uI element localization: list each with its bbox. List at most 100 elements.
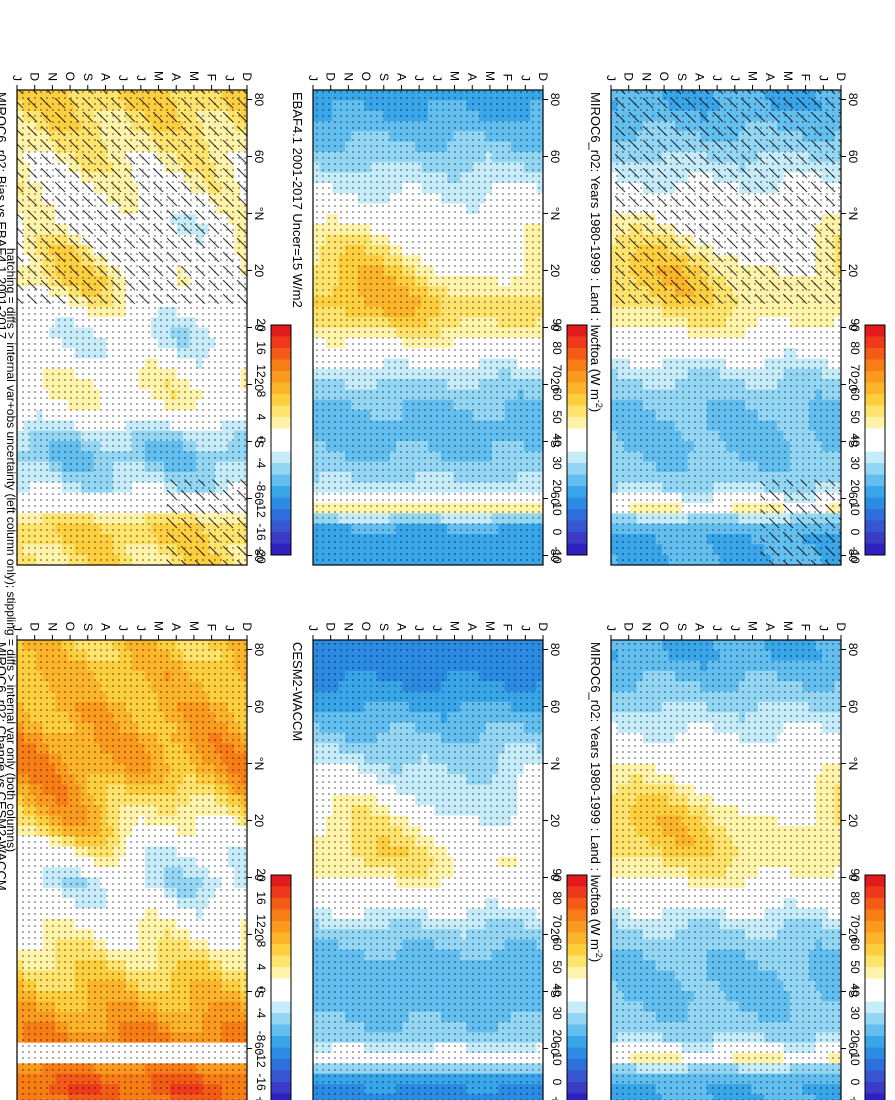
month-tick-label: A [692, 623, 706, 631]
month-tick-label: J [604, 75, 618, 81]
colorbar-swatch [567, 382, 587, 395]
lat-tick-label: 0 [846, 874, 860, 881]
colorbar-swatch [865, 886, 885, 899]
colorbar-swatch [567, 532, 587, 544]
month-tick-label: S [675, 623, 689, 631]
month-tick-label: O [657, 72, 671, 81]
colorbar-swatch [865, 509, 885, 521]
chart-panel-3: 9080706050403020100-108060°N20020°S6080D… [290, 71, 588, 566]
colorbar-label: 30 [550, 456, 564, 470]
colorbar-swatch [865, 451, 885, 464]
colorbar-swatch [567, 325, 587, 337]
colorbar-swatch [865, 543, 885, 556]
colorbar-swatch [865, 417, 885, 429]
month-tick-label: M [746, 71, 760, 81]
colorbar-swatch [865, 405, 885, 418]
colorbar-label: 70 [848, 914, 862, 928]
colorbar-swatch [567, 497, 587, 510]
colorbar-swatch [865, 394, 885, 406]
heatmap-area [610, 639, 842, 1100]
colorbar-swatch [567, 543, 587, 556]
colorbar-swatch [865, 955, 885, 968]
colorbar-swatch [865, 1093, 885, 1100]
chart-panel-2: 9080706050403020100-108060°N20020°S6080D… [588, 621, 886, 1100]
colorbar-swatch [865, 978, 885, 991]
colorbar-swatch [567, 428, 587, 441]
colorbar-label: 0 [848, 529, 862, 536]
colorbar-label: 30 [848, 456, 862, 470]
lat-tick-label: 20 [846, 814, 860, 828]
colorbar-swatch [567, 336, 587, 349]
hatching-overlay [611, 90, 841, 304]
colorbar-label: 50 [848, 960, 862, 974]
lat-tick-label: °N [846, 757, 860, 770]
month-tick-label: J [816, 75, 830, 81]
colorbar-swatch [567, 405, 587, 418]
colorbar-label: 0 [550, 529, 564, 536]
colorbar-swatch [567, 417, 587, 429]
panel-title: MIROC6_r02: Years 1980-1999 : Land : lwc… [588, 92, 604, 412]
colorbar-swatch [567, 394, 587, 406]
lat-tick-label: 80 [846, 643, 860, 657]
month-tick-label: J [604, 625, 618, 631]
colorbar-swatch [567, 348, 587, 360]
panel-title-main: MIROC6_r02: Years 1980-1999 : Land : lwc… [588, 642, 603, 950]
colorbar-swatch [865, 348, 885, 360]
colorbar-swatch [865, 921, 885, 933]
lat-tick-label: 60 [846, 492, 860, 506]
lat-tick-label: 60 [846, 1042, 860, 1056]
colorbar-label: 80 [848, 891, 862, 905]
colorbar-swatch [865, 463, 885, 475]
lat-tick-label: 20 [846, 264, 860, 278]
month-tick-label: D [622, 72, 636, 81]
panel-title-end: ) [588, 958, 603, 962]
panel-title-main: MIROC6_r02: Years 1980-1999 : Land : lwc… [588, 92, 603, 400]
panels-layer: 9080706050403020100-108060°N20020°S6080D… [0, 71, 886, 1100]
colorbar-swatch [865, 428, 885, 441]
colorbar-swatch [567, 359, 587, 372]
lat-tick-label: °N [846, 207, 860, 220]
panel-title-end: ) [588, 408, 603, 412]
month-tick-label: M [781, 71, 795, 81]
month-tick-label: A [692, 73, 706, 81]
panel-title-sup: -2 [594, 950, 604, 958]
colorbar-swatch [865, 1024, 885, 1037]
colorbar-swatch [865, 359, 885, 372]
month-tick-label: A [763, 73, 777, 81]
colorbar-swatch [865, 875, 885, 887]
colorbar-swatch [865, 474, 885, 487]
colorbar-swatch [865, 1070, 885, 1083]
colorbar-label: 10 [848, 502, 862, 516]
month-tick-label: J [710, 75, 724, 81]
colorbar-swatch [567, 440, 587, 452]
colorbar-label: 20 [848, 479, 862, 493]
colorbar-label: 90 [848, 318, 862, 332]
colorbar-swatch [865, 336, 885, 349]
month-tick-label: M [746, 621, 760, 631]
colorbar-swatch [865, 440, 885, 452]
colorbar-swatch [865, 1036, 885, 1048]
colorbar-label: 0 [848, 1079, 862, 1086]
colorbar-frame [864, 324, 886, 556]
month-tick-label: D [834, 72, 848, 81]
lat-tick-label: 80 [846, 93, 860, 107]
month-tick-label: O [657, 622, 671, 631]
lat-tick-label: 80 [846, 549, 860, 563]
month-tick-label: J [710, 625, 724, 631]
colorbar-swatch [865, 1013, 885, 1025]
month-tick-label: J [728, 75, 742, 81]
colorbar-swatch [865, 497, 885, 510]
colorbar-swatch [567, 509, 587, 521]
stippling-overlay [611, 640, 841, 1100]
panel-title-sup: -2 [594, 400, 604, 408]
colorbar-swatch [865, 520, 885, 533]
month-tick-label: N [639, 622, 653, 631]
month-tick-label: S [675, 73, 689, 81]
colorbar-swatch [865, 1001, 885, 1014]
colorbar-label: 80 [550, 341, 564, 355]
colorbar-swatch [865, 382, 885, 395]
colorbar-swatch [865, 909, 885, 922]
month-tick-label: N [639, 72, 653, 81]
